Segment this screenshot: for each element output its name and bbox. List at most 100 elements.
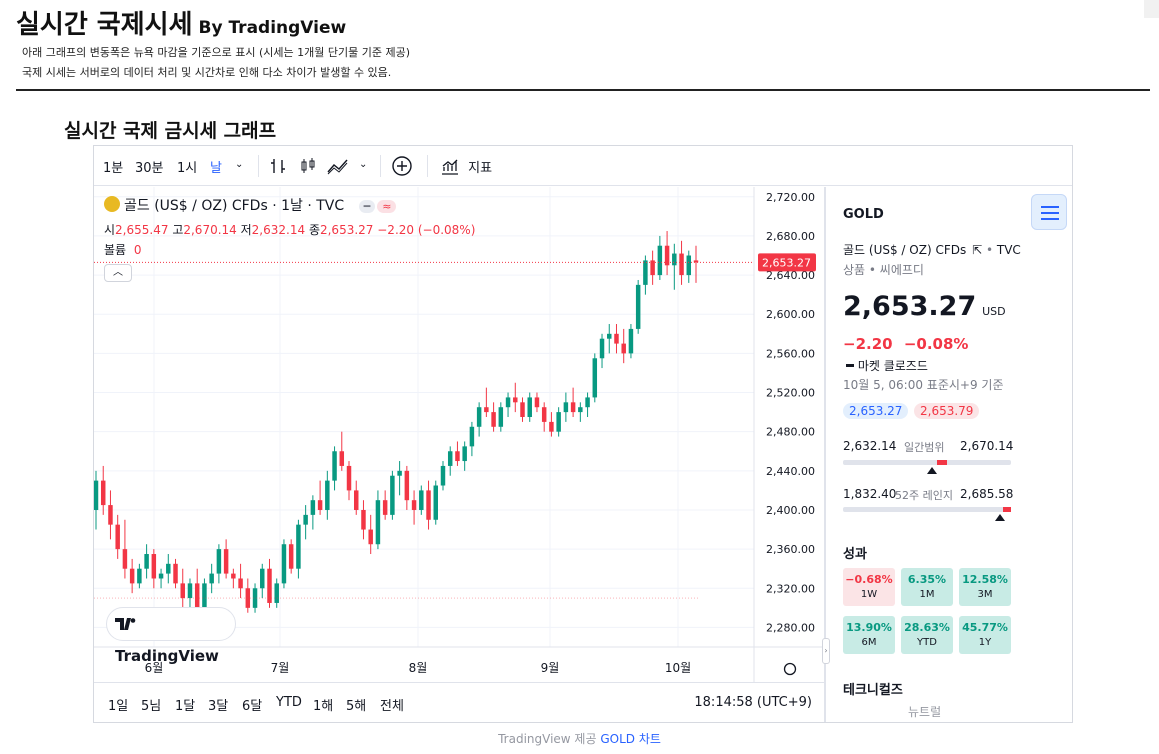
x-tick-label: 7월 xyxy=(271,661,290,675)
details-price: 2,653.27 xyxy=(843,291,977,322)
external-link-icon[interactable]: ⇱ xyxy=(972,243,983,257)
details-price-line: 2,653.27 USD xyxy=(843,291,1006,322)
candle-body xyxy=(375,500,381,545)
candles-icon[interactable] xyxy=(299,157,317,179)
perf-label: 6M xyxy=(861,637,877,648)
candle-body xyxy=(672,253,677,266)
legend-ohlc: 시2,655.47 고2,670.14 저2,632.14 종2,653.27 … xyxy=(104,221,475,238)
perf-ytd[interactable]: 28.63% YTD xyxy=(901,616,953,654)
legend-volume: 볼륨 0 xyxy=(104,241,142,258)
candle-body xyxy=(354,490,359,510)
page-title: 실시간 국제시세 By TradingView xyxy=(16,4,346,41)
candle-body xyxy=(541,407,547,422)
range-1m[interactable]: 1달 xyxy=(175,699,196,714)
x-tick-label: 8월 xyxy=(409,661,428,675)
candle-body xyxy=(433,485,438,520)
range-5d[interactable]: 5님 xyxy=(141,699,162,714)
tradingview-logo-text: TradingView xyxy=(115,647,219,665)
perf-1w[interactable]: −0.68% 1W xyxy=(843,568,895,606)
candle-body xyxy=(570,402,576,413)
candle-body xyxy=(332,451,337,481)
tradingview-logo[interactable]: TradingView xyxy=(106,607,236,665)
interval-30m[interactable]: 30분 xyxy=(135,161,164,176)
candle-body xyxy=(390,475,395,515)
panel-toggle-chevron-icon[interactable]: › xyxy=(822,638,830,664)
details-change-line: −2.20 −0.08% xyxy=(843,335,968,353)
range-3m[interactable]: 3달 xyxy=(208,699,229,714)
interval-1m[interactable]: 1분 xyxy=(103,161,124,176)
tradingview-logo-icon xyxy=(115,618,136,630)
technicals-title: 테크니컬즈 xyxy=(843,683,903,698)
candle-body xyxy=(563,402,569,413)
chevron-down-icon[interactable]: ⌄ xyxy=(359,159,368,170)
candle-body xyxy=(180,583,185,599)
settings-gear-icon[interactable] xyxy=(783,662,797,676)
y-tick-label: 2,360.00 xyxy=(766,543,815,556)
candle-body xyxy=(267,568,272,603)
interval-day[interactable]: 날 xyxy=(210,161,222,176)
market-closed-dash-icon: ━ xyxy=(358,200,376,213)
candle-body xyxy=(578,407,583,413)
legend-collapse-button[interactable]: ︿ xyxy=(104,264,132,282)
candle-body xyxy=(650,260,655,276)
candle-body xyxy=(252,588,258,608)
range-1d[interactable]: 1일 xyxy=(108,699,129,714)
candle-body xyxy=(115,524,120,550)
y-tick-label: 2,400.00 xyxy=(766,504,815,517)
details-timestamp: 10월 5, 06:00 표준시+9 기준 xyxy=(843,378,1004,392)
candle-body xyxy=(288,544,294,569)
clock[interactable]: 18:14:58 (UTC+9) xyxy=(694,695,812,710)
interval-1h[interactable]: 1시 xyxy=(177,161,198,176)
ohlc-open: 2,655.47 xyxy=(115,223,169,237)
candle-body xyxy=(607,333,612,339)
details-symbol: GOLD xyxy=(843,207,884,222)
candle-body xyxy=(426,490,431,520)
candle-body xyxy=(339,451,345,466)
candle-body xyxy=(462,446,467,462)
perf-value: 45.77% xyxy=(962,621,1008,634)
candle-body xyxy=(419,490,424,510)
delayed-pill[interactable]: ≈ xyxy=(377,200,397,213)
candle-body xyxy=(469,426,475,447)
details-full-name[interactable]: 골드 (US$ / OZ) CFDs xyxy=(843,243,967,257)
range-1y[interactable]: 1해 xyxy=(313,699,334,714)
candle-body xyxy=(158,573,164,579)
candle-body xyxy=(527,397,532,417)
range-bar: 1일 5님 1달 3달 6달 YTD 1해 5해 전체 18:14:58 (UT… xyxy=(94,682,824,722)
price-chart[interactable]: 2,280.00 2,320.00 2,360.00 2,400.00 2,440.00… xyxy=(94,187,824,682)
details-exchange: TVC xyxy=(996,243,1021,257)
range-6m[interactable]: 6달 xyxy=(242,699,263,714)
perf-1m[interactable]: 6.35% 1M xyxy=(901,568,953,606)
perf-value: 28.63% xyxy=(904,621,950,634)
range-all[interactable]: 전체 xyxy=(380,699,404,714)
candle-body xyxy=(100,480,106,506)
candle-body xyxy=(411,500,417,510)
footer-chart-link[interactable]: GOLD 차트 xyxy=(600,732,661,746)
details-menu-icon[interactable] xyxy=(1031,194,1067,230)
perf-value: −0.68% xyxy=(845,573,893,586)
candle-body xyxy=(513,397,518,403)
candle-body xyxy=(274,583,279,603)
perf-6m[interactable]: 13.90% 6M xyxy=(843,616,895,654)
bar-style-icon[interactable] xyxy=(269,157,287,179)
perf-3m[interactable]: 12.58% 3M xyxy=(959,568,1011,606)
panel-divider xyxy=(824,187,826,722)
indicators-button[interactable]: 지표 xyxy=(440,157,492,176)
candle-body xyxy=(368,529,373,545)
chevron-down-icon[interactable]: ⌄ xyxy=(235,159,244,170)
perf-1y[interactable]: 45.77% 1Y xyxy=(959,616,1011,654)
page-scrollbar[interactable] xyxy=(1144,0,1159,18)
page-title-text: 실시간 국제시세 xyxy=(16,10,193,40)
chart-area[interactable]: 2,280.00 2,320.00 2,360.00 2,400.00 2,440.00… xyxy=(94,187,824,682)
perf-label: 1M xyxy=(919,589,935,600)
candle-body xyxy=(173,563,178,584)
area-chart-icon[interactable] xyxy=(327,157,349,179)
candle-body xyxy=(129,568,135,584)
range-5y[interactable]: 5해 xyxy=(346,699,367,714)
add-compare-icon[interactable] xyxy=(391,155,413,181)
range-ytd[interactable]: YTD xyxy=(276,695,302,710)
candle-body xyxy=(491,412,496,427)
candle-body xyxy=(556,412,561,432)
candle-body xyxy=(657,245,663,276)
week52-low: 1,832.40 xyxy=(843,487,897,501)
